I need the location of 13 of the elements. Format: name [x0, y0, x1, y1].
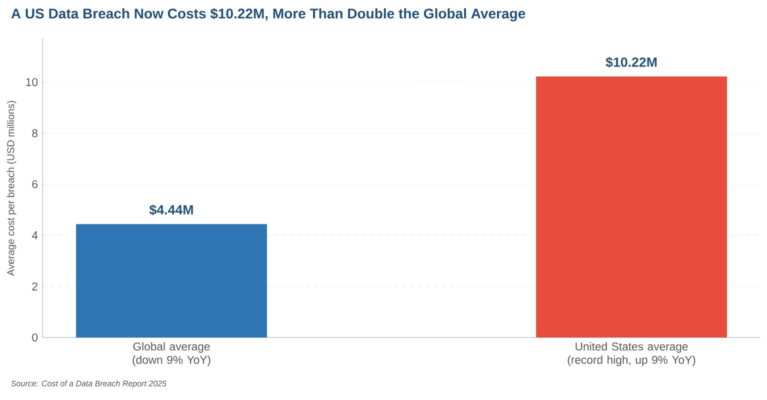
data-label: $10.22M: [606, 56, 657, 68]
x-tick-label: United States average (record high, up 9% YoY): [568, 342, 696, 366]
y-tick-label: 0: [32, 333, 38, 342]
y-tick-label: 4: [32, 231, 38, 240]
x-tick-label: Global average (down 9% YoY): [132, 342, 210, 366]
y-tick-label: 2: [32, 282, 38, 290]
y-tick-label: 8: [32, 129, 38, 138]
y-tick-label: 6: [32, 180, 38, 188]
source-note: Source: Cost of a Data Breach Report 2025: [11, 380, 167, 388]
y-tick-label: 10: [26, 78, 38, 86]
data-label: $4.44M: [149, 204, 193, 216]
y-axis-title: Average cost per breach (USD millions): [6, 100, 16, 276]
chart-title: A US Data Breach Now Costs $10.22M, More Than Double the Global Average: [11, 8, 526, 22]
